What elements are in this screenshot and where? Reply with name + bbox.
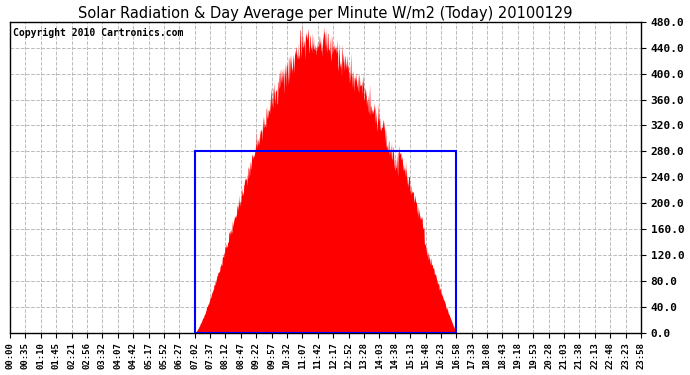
Text: Copyright 2010 Cartronics.com: Copyright 2010 Cartronics.com: [13, 28, 184, 38]
Title: Solar Radiation & Day Average per Minute W/m2 (Today) 20100129: Solar Radiation & Day Average per Minute…: [78, 6, 573, 21]
Bar: [195, 152, 456, 333]
